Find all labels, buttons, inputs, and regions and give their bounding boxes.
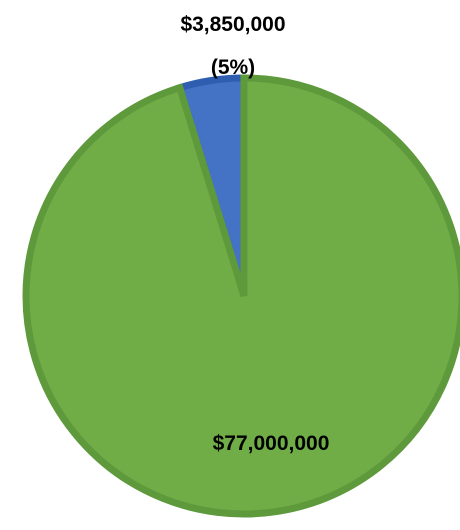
data-label-slice-1-percent: (5%) bbox=[211, 56, 255, 79]
pie-slice-2 bbox=[22, 74, 460, 518]
pie-data-labels: $3,850,000 (5%) $77,000,000 bbox=[180, 13, 329, 455]
data-label-slice-2-value: $77,000,000 bbox=[213, 432, 330, 455]
data-label-slice-1-value: $3,850,000 bbox=[180, 13, 285, 36]
pie-slices bbox=[22, 74, 460, 518]
